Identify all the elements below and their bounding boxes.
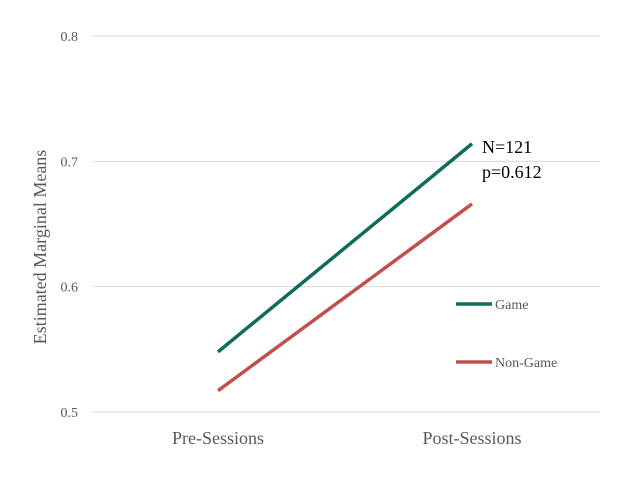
y-tick-label: 0.6 bbox=[61, 281, 79, 296]
legend-label: Non-Game bbox=[495, 356, 557, 371]
series-line-1 bbox=[216, 202, 474, 393]
annotation-p: p=0.612 bbox=[482, 162, 542, 182]
x-category-label: Pre-Sessions bbox=[172, 428, 264, 448]
y-tick-label: 0.8 bbox=[61, 30, 79, 45]
legend-label: Game bbox=[495, 298, 528, 313]
y-tick-label: 0.5 bbox=[61, 406, 79, 421]
annotation-n: N=121 bbox=[482, 137, 532, 157]
series-line-0 bbox=[216, 142, 474, 354]
y-tick-label: 0.7 bbox=[61, 155, 79, 170]
y-axis-label: Estimated Marginal Means bbox=[30, 150, 50, 345]
x-category-labels: Pre-Sessions Post-Sessions bbox=[172, 428, 522, 448]
gridlines bbox=[92, 35, 600, 413]
legend: Game Non-Game bbox=[456, 298, 557, 371]
y-tick-labels: 0.5 0.6 0.7 0.8 bbox=[61, 30, 79, 421]
series-lines bbox=[216, 142, 474, 393]
x-category-label: Post-Sessions bbox=[422, 428, 521, 448]
